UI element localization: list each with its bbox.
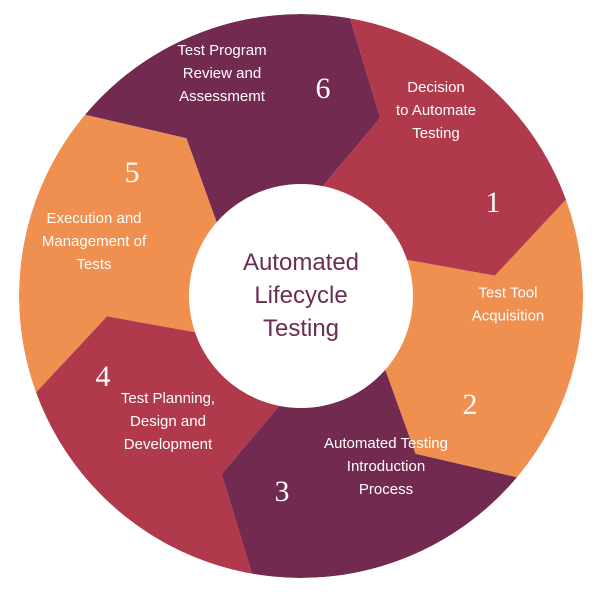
step-4-label-line: Test Planning, xyxy=(121,390,215,407)
step-number-6: 6 xyxy=(316,72,331,105)
step-1-label-line: Decision xyxy=(407,79,465,96)
step-6-label-line: Assessmemt xyxy=(179,88,266,105)
step-4-label-line: Design and xyxy=(130,413,206,430)
step-2-label-line: Test Tool xyxy=(479,285,538,302)
step-6-label-line: Review and xyxy=(183,65,261,82)
step-3-label-line: Process xyxy=(359,481,413,498)
step-number-5: 5 xyxy=(125,156,140,189)
step-1-label-line: to Automate xyxy=(396,102,476,119)
step-3-label-line: Introduction xyxy=(347,458,425,475)
step-1-label-line: Testing xyxy=(412,125,460,142)
step-3-label-line: Automated Testing xyxy=(324,435,448,452)
step-5-label-line: Tests xyxy=(76,256,111,273)
center-title-line: Testing xyxy=(263,315,339,342)
step-number-4: 4 xyxy=(96,360,111,393)
step-number-3: 3 xyxy=(275,475,290,508)
step-5-label-line: Execution and xyxy=(46,210,141,227)
step-5-label-line: Management of xyxy=(42,233,147,250)
step-6-label-line: Test Program xyxy=(177,42,266,59)
step-number-1: 1 xyxy=(486,186,501,219)
center-title-line: Lifecycle xyxy=(254,282,347,309)
center-title-line: Automated xyxy=(243,249,359,276)
step-2-label-line: Acquisition xyxy=(472,308,545,325)
step-4-label-line: Development xyxy=(124,436,213,453)
step-number-2: 2 xyxy=(463,388,478,421)
